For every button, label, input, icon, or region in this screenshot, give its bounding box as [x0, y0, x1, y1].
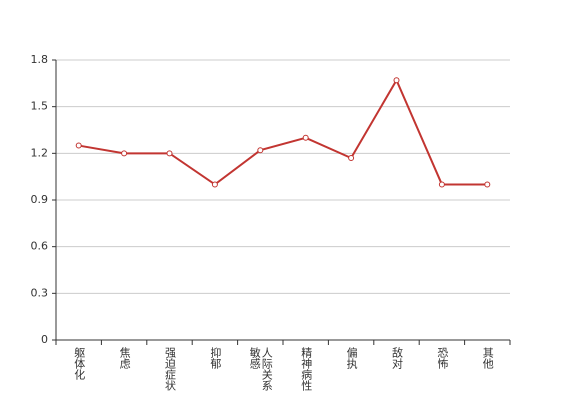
x-tick-label: 恐怖	[435, 347, 449, 369]
point	[484, 181, 491, 188]
y-tick-label: 1.8	[31, 53, 49, 66]
x-tick-label: 人际关系敏感	[248, 347, 274, 391]
y-tick-label: 1.2	[31, 146, 49, 159]
series-line	[78, 78, 488, 186]
point	[348, 155, 355, 161]
y-tick-label: 0.3	[31, 286, 49, 299]
x-tick-label: 抑郁	[208, 347, 222, 369]
point	[121, 150, 128, 157]
x-tick-label: 焦虑	[118, 347, 132, 369]
point	[438, 181, 445, 188]
y-tick-label: 0.6	[31, 240, 49, 253]
x-tick-label: 其他	[481, 347, 495, 369]
point	[75, 142, 82, 149]
point	[257, 147, 264, 154]
y-tick-label: 0	[41, 333, 48, 346]
point	[166, 150, 173, 157]
point	[393, 77, 400, 84]
x-tick-label: 强迫症状	[163, 347, 177, 391]
point	[211, 181, 218, 188]
x-tick-label: 敌对	[390, 347, 404, 369]
y-tick-label: 0.9	[31, 193, 49, 206]
x-tick-label: 精神病性	[299, 347, 313, 391]
x-tick-label: 躯体化	[72, 347, 86, 380]
x-tick-label: 偏执	[345, 347, 359, 369]
point	[302, 134, 309, 141]
y-tick-label: 1.5	[31, 100, 49, 113]
